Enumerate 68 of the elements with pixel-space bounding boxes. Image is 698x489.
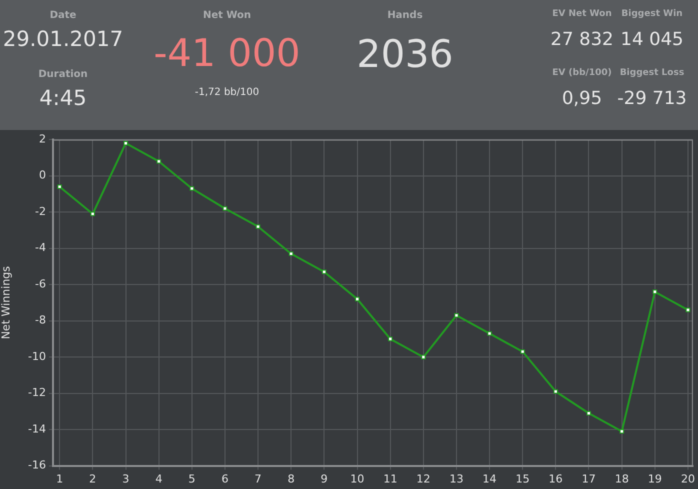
point bbox=[421, 354, 426, 360]
text: 4:45 bbox=[38, 85, 88, 112]
x-tick-label: 20 bbox=[680, 472, 695, 486]
text: EV (bb/100) bbox=[552, 68, 612, 78]
y-tick-label: -2 bbox=[35, 204, 46, 218]
y-tick-label: -14 bbox=[28, 422, 46, 436]
point bbox=[90, 212, 95, 216]
text: 29.01.2017 bbox=[2, 27, 124, 52]
x-tick-label: 7 bbox=[254, 472, 262, 486]
point bbox=[190, 186, 194, 191]
x-tick-label: 1 bbox=[56, 472, 64, 486]
point bbox=[354, 296, 360, 302]
point bbox=[487, 331, 492, 336]
x-tick-label: 19 bbox=[648, 472, 662, 486]
x-tick-label: 2 bbox=[89, 472, 96, 486]
point bbox=[288, 252, 294, 256]
point bbox=[322, 270, 326, 274]
x-tick-label: 13 bbox=[449, 472, 464, 486]
text: Duration bbox=[38, 68, 88, 80]
text: Biggest Win bbox=[621, 9, 683, 20]
point bbox=[156, 159, 162, 164]
text: 14 045 bbox=[620, 29, 684, 50]
x-tick-label: 14 bbox=[482, 472, 497, 486]
x-tick-label: 15 bbox=[516, 472, 530, 486]
point bbox=[256, 224, 260, 229]
point bbox=[620, 429, 624, 434]
y-tick-label: 2 bbox=[39, 132, 46, 146]
point bbox=[686, 308, 690, 312]
y-tick-label: -10 bbox=[28, 350, 46, 363]
text: Date bbox=[48, 8, 78, 22]
x-tick-label: 5 bbox=[188, 472, 196, 486]
point bbox=[553, 389, 558, 394]
y-tick-label: -12 bbox=[28, 386, 46, 400]
point bbox=[57, 184, 62, 189]
point bbox=[520, 349, 525, 354]
y-tick-label: 0 bbox=[39, 168, 46, 182]
text: -1,72 bb/100 bbox=[194, 86, 260, 98]
x-tick-label: 8 bbox=[288, 472, 295, 486]
text: 0,95 bbox=[562, 88, 602, 110]
x-tick-label: 9 bbox=[320, 472, 328, 486]
y-tick-label: -16 bbox=[28, 458, 46, 472]
point bbox=[123, 140, 128, 146]
x-tick-label: 18 bbox=[614, 472, 629, 486]
y-tick-label: -4 bbox=[35, 241, 46, 254]
point bbox=[222, 206, 228, 211]
y-axis-title: Net Winnings bbox=[0, 266, 12, 340]
text: 27 832 bbox=[550, 29, 614, 50]
point bbox=[388, 336, 393, 342]
x-tick-label: 4 bbox=[155, 472, 162, 486]
text: EV Net Won bbox=[552, 9, 612, 20]
x-tick-label: 6 bbox=[221, 472, 228, 486]
point bbox=[652, 290, 658, 294]
point bbox=[586, 410, 592, 416]
y-tick-label: -8 bbox=[35, 314, 46, 327]
y-tick-label: -6 bbox=[35, 277, 46, 290]
text: Net Won bbox=[202, 8, 252, 22]
point bbox=[454, 313, 459, 318]
x-tick-label: 10 bbox=[350, 472, 364, 486]
text: 2036 bbox=[356, 31, 454, 78]
text: Biggest Loss bbox=[620, 68, 684, 78]
x-tick-label: 17 bbox=[582, 472, 596, 486]
x-tick-label: 12 bbox=[416, 472, 430, 486]
x-tick-label: 16 bbox=[548, 472, 563, 486]
text: -41 000 bbox=[152, 30, 302, 78]
x-tick-label: 11 bbox=[383, 472, 398, 486]
text: -29 713 bbox=[617, 88, 687, 110]
x-tick-label: 3 bbox=[122, 472, 130, 486]
text: Hands bbox=[386, 8, 424, 22]
